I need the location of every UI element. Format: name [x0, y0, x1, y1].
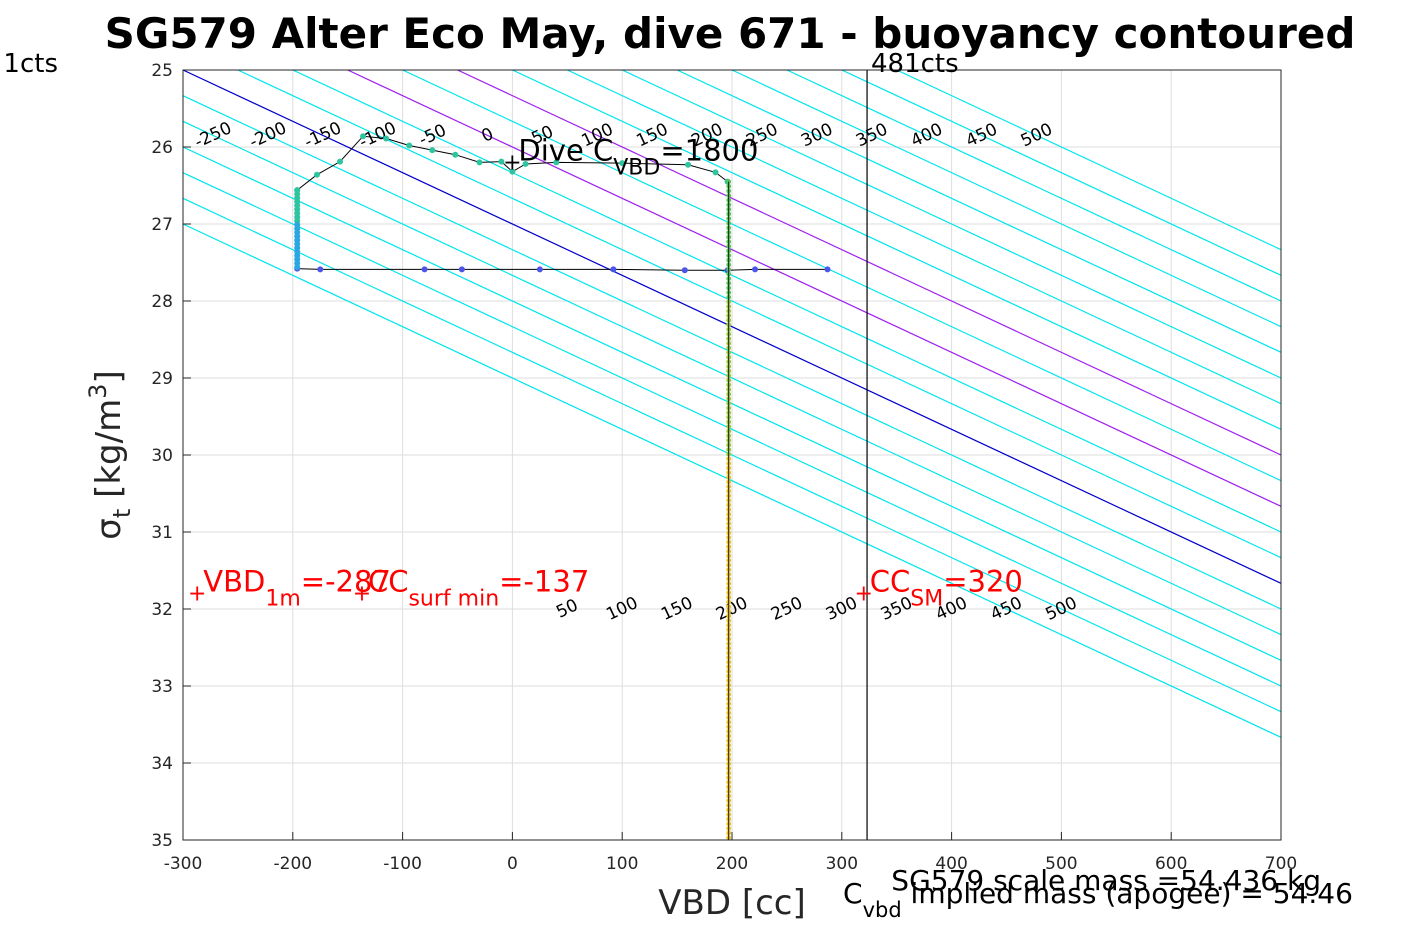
marker-label-value: =1800 — [660, 133, 758, 167]
y-label-unit: [kg/m — [89, 399, 129, 509]
profile-point — [713, 169, 719, 175]
profile-point — [429, 147, 435, 153]
profile-point — [610, 266, 616, 272]
footer-cvbd-main: C — [843, 877, 863, 910]
top-right-cts: 481cts — [871, 49, 959, 79]
y-label-sup: 3 — [84, 384, 112, 399]
left-column-point — [294, 264, 300, 270]
x-tick-label: 100 — [606, 854, 638, 874]
marker-label-main: Dive C — [518, 133, 613, 167]
profile-point — [459, 266, 465, 272]
profile-point — [406, 142, 412, 148]
profile-point — [360, 133, 366, 139]
profile-point — [337, 159, 343, 165]
marker-label-sub: surf min — [408, 587, 499, 612]
y-axis-label: σt [kg/m3] — [84, 370, 136, 539]
y-label-close: ] — [89, 370, 129, 383]
chart-title: SG579 Alter Eco May, dive 671 - buoyancy… — [105, 9, 1356, 58]
y-tick-label: 25 — [151, 61, 173, 81]
y-tick-label: 29 — [151, 369, 173, 389]
footer-implied-text: implied mass (apogee) = 54.46 — [902, 877, 1353, 910]
x-axis-label: VBD [cc] — [658, 883, 806, 923]
profile-point — [422, 266, 428, 272]
x-tick-label: 0 — [507, 854, 518, 874]
marker-label-main: CC — [368, 565, 409, 599]
x-tick-label: 200 — [716, 854, 748, 874]
profile-point — [317, 266, 323, 272]
y-tick-label: 27 — [151, 215, 173, 235]
y-tick-label: 26 — [151, 138, 173, 158]
profile-point — [752, 266, 758, 272]
y-tick-label: 31 — [151, 523, 173, 543]
x-tick-label: -300 — [164, 854, 203, 874]
profile-point — [383, 136, 389, 142]
profile-point — [825, 266, 831, 272]
profile-point — [314, 172, 320, 178]
y-tick-label: 33 — [151, 677, 173, 697]
x-tick-label: -100 — [383, 854, 422, 874]
profile-point — [682, 267, 688, 273]
profile-point — [537, 266, 543, 272]
y-tick-label: 35 — [151, 831, 173, 851]
y-label-sub: t — [108, 509, 136, 518]
marker-label-sub: 1m — [265, 587, 300, 612]
marker-label-main: VBD — [203, 565, 265, 599]
y-tick-label: 28 — [151, 292, 173, 312]
profile-point — [452, 152, 458, 158]
x-tick-label: -200 — [274, 854, 313, 874]
y-label-symbol: σ — [89, 518, 129, 540]
y-tick-label: 32 — [151, 600, 173, 620]
marker-label-main: CC — [870, 565, 911, 599]
x-tick-label: 300 — [826, 854, 858, 874]
marker-label-sub: SM — [910, 587, 943, 612]
footer-implied-mass: Cvbd implied mass (apogee) = 54.46 — [843, 877, 1353, 922]
marker-label-value: =-137 — [499, 565, 589, 599]
y-tick-label: 30 — [151, 446, 173, 466]
y-tick-label: 34 — [151, 754, 173, 774]
top-left-cts: 1cts — [3, 49, 58, 79]
marker-label-value: =320 — [943, 565, 1023, 599]
footer-cvbd-sub: vbd — [863, 898, 902, 922]
profile-point — [476, 159, 482, 165]
marker-label-sub: VBD — [613, 155, 660, 180]
